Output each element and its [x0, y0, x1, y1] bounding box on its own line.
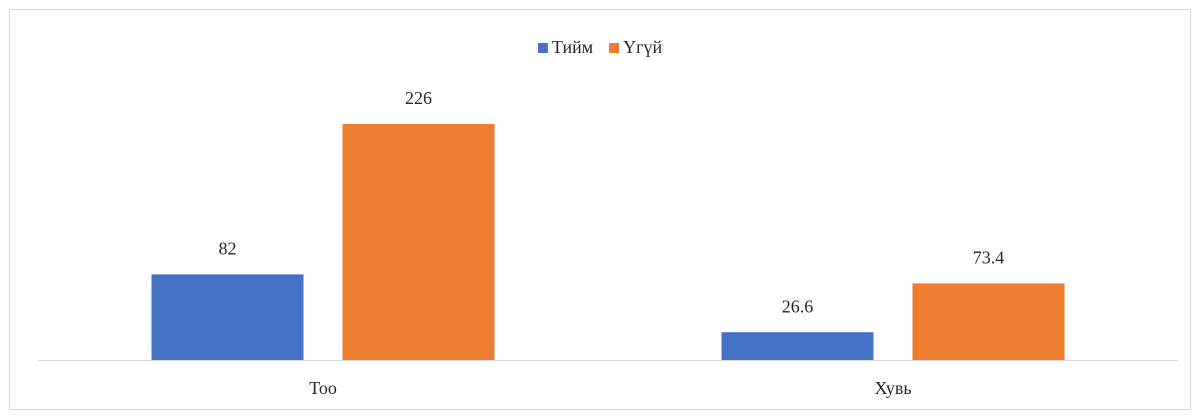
bar: [342, 124, 495, 360]
x-tick-label: Тоо: [309, 378, 337, 398]
data-label: 226: [405, 88, 432, 108]
bar: [721, 332, 874, 360]
legend-swatch: [537, 43, 548, 53]
data-label: 26.6: [782, 296, 814, 316]
data-label: 82: [219, 238, 237, 258]
bar: [912, 283, 1065, 360]
x-tick-label: Хувь: [874, 378, 911, 398]
bar: [151, 274, 304, 360]
legend-swatch: [609, 43, 620, 53]
legend-label: Тийм: [552, 37, 593, 57]
data-label: 73.4: [973, 247, 1005, 267]
legend-label: Үгүй: [623, 37, 662, 57]
